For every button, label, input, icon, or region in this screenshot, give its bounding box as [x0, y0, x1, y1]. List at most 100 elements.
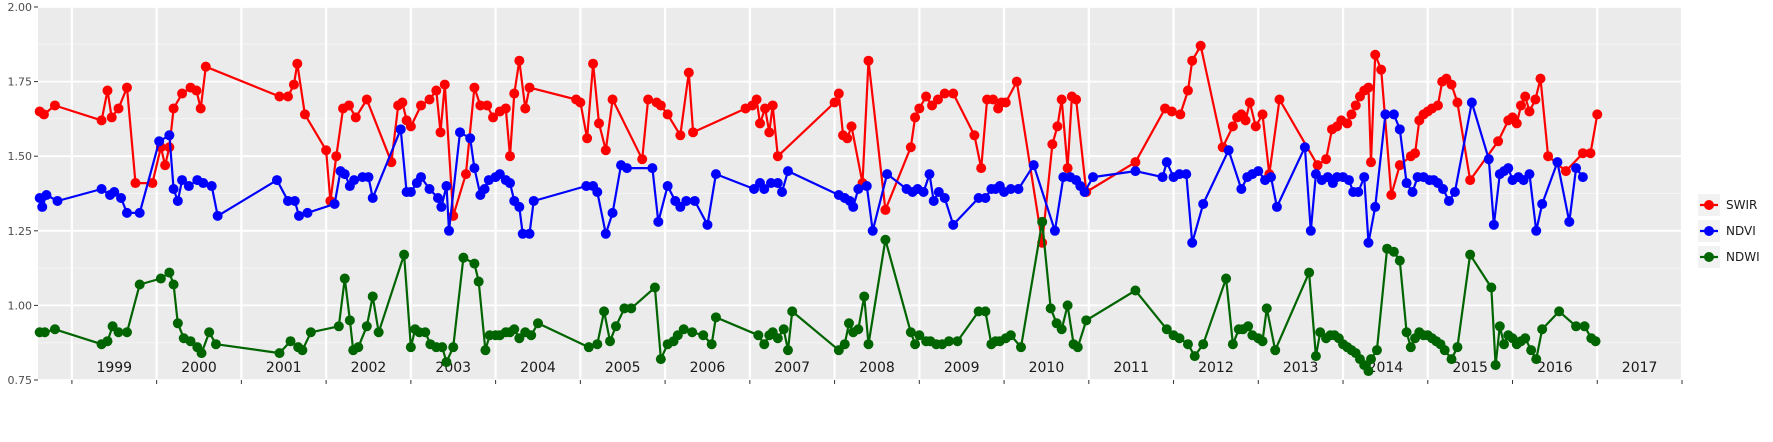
data-point-swir [274, 91, 285, 102]
data-point-ndvi [1388, 109, 1399, 120]
data-point-swir [96, 115, 107, 126]
year-label-2008: 2008 [859, 360, 895, 376]
data-point-swir [921, 91, 932, 102]
year-label-2011: 2011 [1113, 360, 1149, 376]
data-point-ndvi [1571, 163, 1582, 174]
data-point-ndwi [1554, 306, 1565, 317]
year-label-2010: 2010 [1029, 360, 1065, 376]
data-point-swir [1130, 157, 1141, 168]
data-point-ndwi [437, 342, 448, 353]
data-point-ndwi [1227, 339, 1238, 350]
data-point-ndwi [782, 345, 793, 356]
data-point-ndwi [185, 336, 196, 347]
data-point-ndwi [1490, 360, 1501, 371]
data-point-swir [755, 118, 766, 129]
data-point-ndwi [420, 327, 431, 338]
data-point-ndvi [1577, 172, 1588, 183]
data-point-ndwi [469, 258, 480, 269]
data-point-swir [344, 100, 355, 111]
data-point-swir [1250, 121, 1261, 132]
data-point-ndvi [329, 198, 340, 209]
data-point-ndwi [843, 318, 854, 329]
data-point-ndvi [1449, 187, 1460, 198]
data-point-ndwi [610, 321, 621, 332]
year-label-2007: 2007 [774, 360, 810, 376]
data-point-swir [292, 58, 303, 69]
data-point-ndwi [1439, 345, 1450, 356]
data-point-ndwi [880, 234, 891, 245]
year-label-2004: 2004 [520, 360, 556, 376]
data-point-ndvi [1198, 198, 1209, 209]
data-point-ndwi [1189, 351, 1200, 362]
data-point-swir [1350, 100, 1361, 111]
data-point-swir [350, 112, 361, 123]
data-point-ndwi [1174, 333, 1185, 344]
data-point-ndwi [863, 339, 874, 350]
data-point-ndwi [839, 339, 850, 350]
data-point-ndwi [787, 306, 798, 317]
data-point-swir [500, 103, 511, 114]
data-point-ndvi [1157, 172, 1168, 183]
data-point-ndvi [1407, 187, 1418, 198]
data-point-ndvi [424, 184, 435, 195]
data-point-ndvi [948, 219, 959, 230]
data-point-ndvi [1524, 169, 1535, 180]
data-point-ndvi [479, 184, 490, 195]
data-point-ndwi [605, 336, 616, 347]
data-point-ndvi [918, 187, 929, 198]
data-point-ndvi [1181, 169, 1192, 180]
data-point-ndwi [706, 339, 717, 350]
data-point-ndvi [1266, 172, 1276, 183]
data-point-ndwi [1257, 336, 1268, 347]
data-point-ndwi [655, 354, 666, 365]
data-point-swir [147, 178, 158, 189]
data-point-ndwi [274, 348, 285, 359]
data-point-ndvi [206, 181, 217, 192]
data-point-ndvi [1299, 142, 1310, 153]
legend-key-point [1704, 226, 1714, 236]
data-point-swir [1515, 100, 1526, 111]
data-point-ndwi [509, 324, 520, 335]
data-point-ndwi [910, 339, 921, 350]
data-point-ndwi [1161, 324, 1172, 335]
data-point-swir [939, 88, 950, 99]
y-tick-label: 0.75 [8, 374, 33, 387]
data-point-swir [1370, 49, 1381, 60]
data-point-ndvi [1483, 154, 1494, 165]
data-point-swir [431, 85, 442, 96]
year-label-2006: 2006 [690, 360, 726, 376]
data-point-swir [416, 100, 427, 111]
data-point-ndwi [297, 345, 308, 356]
data-point-ndvi [662, 181, 673, 192]
data-point-ndvi [109, 187, 120, 198]
data-point-ndwi [1394, 255, 1405, 266]
data-point-ndwi [1056, 324, 1067, 335]
data-point-ndvi [1370, 201, 1381, 212]
data-point-ndvi [465, 133, 476, 144]
data-point-swir [833, 88, 844, 99]
data-point-ndvi [1537, 198, 1548, 209]
data-point-ndvi [349, 175, 360, 186]
data-point-ndvi [1503, 163, 1514, 174]
data-point-ndvi [271, 175, 282, 186]
year-label-2003: 2003 [435, 360, 471, 376]
data-point-swir [1410, 148, 1421, 159]
data-point-ndwi [305, 327, 316, 338]
year-label-2005: 2005 [605, 360, 641, 376]
data-point-swir [688, 127, 699, 138]
data-point-ndvi [514, 201, 525, 212]
data-point-swir [520, 103, 531, 114]
data-point-ndwi [1261, 303, 1272, 314]
data-point-ndvi [183, 181, 194, 192]
data-point-ndvi [168, 184, 179, 195]
data-point-ndwi [1130, 285, 1141, 296]
data-point-swir [948, 88, 959, 99]
data-point-ndvi [861, 181, 872, 192]
data-point-swir [1376, 64, 1387, 75]
data-point-ndwi [1494, 321, 1505, 332]
data-point-ndwi [113, 327, 124, 338]
data-point-ndwi [367, 291, 378, 302]
data-point-ndwi [1365, 354, 1376, 365]
data-point-swir [1187, 55, 1198, 66]
data-point-ndvi [1013, 184, 1024, 195]
